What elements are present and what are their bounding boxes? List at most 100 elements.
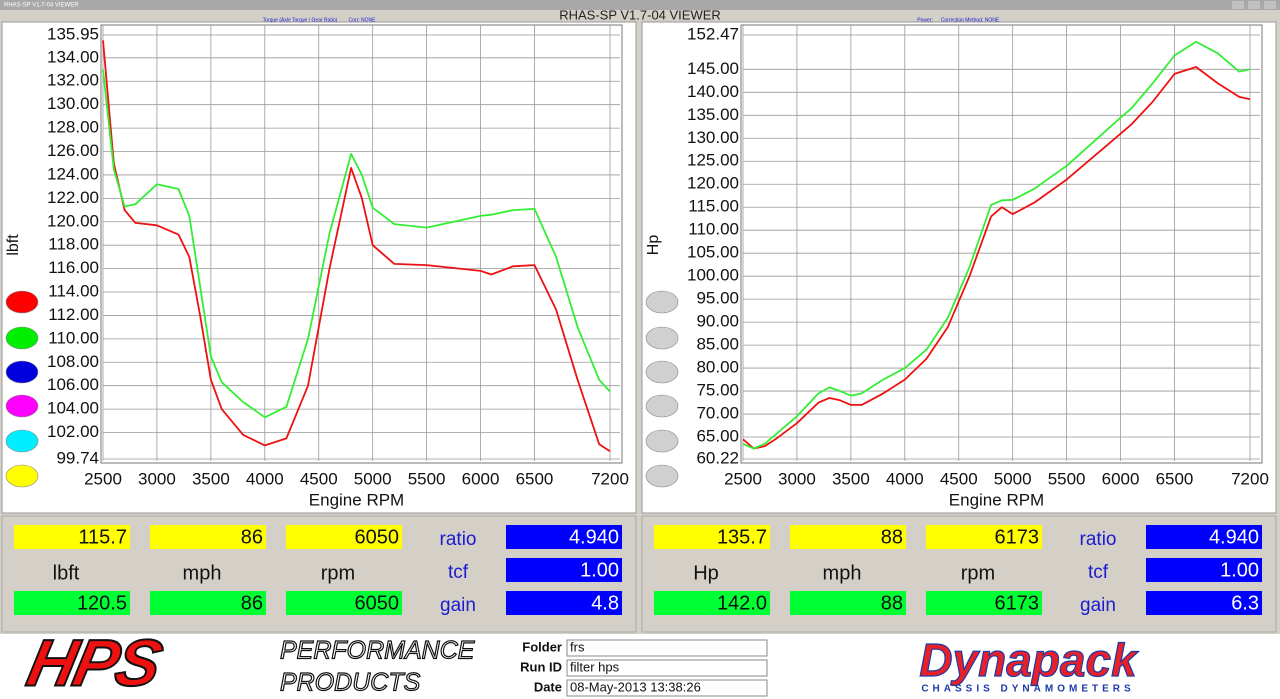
x-tick-label: 2500 xyxy=(724,469,762,488)
readout-box xyxy=(286,525,402,549)
readout-value: 86 xyxy=(241,592,263,614)
x-tick-label: 4500 xyxy=(300,469,338,488)
readout-box xyxy=(286,591,402,615)
minimize-button[interactable] xyxy=(1232,1,1244,9)
readout-value: 115.7 xyxy=(78,526,127,548)
param-box xyxy=(506,525,622,549)
readout-box xyxy=(14,525,130,549)
close-button[interactable] xyxy=(1264,1,1276,9)
legend-marker[interactable] xyxy=(645,360,679,384)
y-tick-label: 116.00 xyxy=(48,258,99,277)
y-tick-label: 110.00 xyxy=(688,220,739,239)
readout-box xyxy=(926,591,1042,615)
legend-marker[interactable] xyxy=(645,290,679,314)
legend-marker[interactable] xyxy=(5,360,39,384)
x-tick-label: 3500 xyxy=(832,469,870,488)
y-tick-label: 124.00 xyxy=(47,164,99,183)
legend-marker[interactable] xyxy=(5,464,39,488)
y-tick-label: 70.00 xyxy=(696,404,739,423)
readout-unit: rpm xyxy=(961,562,995,584)
legend-marker[interactable] xyxy=(5,290,39,314)
legend-marker[interactable] xyxy=(645,394,679,418)
legend-marker[interactable] xyxy=(5,429,39,453)
x-tick-label: 3000 xyxy=(778,469,816,488)
title-bar xyxy=(0,0,1280,10)
param-label: ratio xyxy=(1080,529,1117,550)
x-tick-label: 5500 xyxy=(1048,469,1086,488)
readout-value: 142.0 xyxy=(717,592,767,614)
readout-value: 86 xyxy=(241,526,263,548)
y-tick-label: 99.74 xyxy=(56,448,99,467)
data-line xyxy=(742,40,1251,450)
x-tick-label: 3500 xyxy=(192,469,230,488)
y-tick-label: 60.22 xyxy=(696,448,739,467)
x-axis-label: Engine RPM xyxy=(949,490,1044,509)
readout-unit: Hp xyxy=(693,562,719,584)
field-value: 08-May-2013 13:38:26 xyxy=(570,679,701,694)
readout-unit: mph xyxy=(823,562,862,584)
readout-value: 120.5 xyxy=(77,592,127,614)
legend-marker[interactable] xyxy=(645,429,679,453)
maximize-button[interactable] xyxy=(1248,1,1260,9)
param-label: ratio xyxy=(440,529,477,550)
data-line xyxy=(742,66,1251,450)
x-tick-label: 5000 xyxy=(354,469,392,488)
chart-note: Correction Method: NONE xyxy=(941,17,1000,23)
param-label: tcf xyxy=(448,562,469,583)
legend-marker[interactable] xyxy=(645,464,679,488)
field-value: filter hps xyxy=(570,659,620,674)
y-axis-label: Hp xyxy=(645,235,662,256)
plot-frame xyxy=(100,24,623,464)
param-label: tcf xyxy=(1088,562,1109,583)
field-box xyxy=(566,659,768,677)
readout-box xyxy=(14,591,130,615)
data-line xyxy=(102,40,611,453)
readout-box xyxy=(654,591,770,615)
param-value: 1.00 xyxy=(580,559,619,581)
y-tick-label: 135.00 xyxy=(687,105,739,124)
y-tick-label: 122.00 xyxy=(47,188,99,207)
field-value: frs xyxy=(570,639,585,654)
x-tick-label: 7200 xyxy=(591,469,629,488)
legend-marker[interactable] xyxy=(5,326,39,350)
data-line xyxy=(102,69,611,419)
x-tick-label: 6000 xyxy=(462,469,500,488)
app-heading: RHAS-SP V1.7-04 VIEWER xyxy=(559,7,721,22)
hps-logo: HPS xyxy=(21,627,168,699)
param-box xyxy=(506,558,622,582)
legend-marker[interactable] xyxy=(5,394,39,418)
y-tick-label: 75.00 xyxy=(696,381,739,400)
y-tick-label: 132.00 xyxy=(47,71,99,90)
y-tick-label: 114.00 xyxy=(48,282,99,301)
y-tick-label: 118.00 xyxy=(48,235,99,254)
param-box xyxy=(1146,525,1262,549)
x-tick-label: 4500 xyxy=(940,469,978,488)
field-label: Run ID xyxy=(520,659,562,674)
y-tick-label: 152.47 xyxy=(687,24,739,43)
y-tick-label: 120.00 xyxy=(47,211,99,230)
y-tick-label: 100.00 xyxy=(687,266,739,285)
readout-value: 88 xyxy=(881,592,903,614)
y-tick-label: 108.00 xyxy=(47,352,99,371)
y-axis-label: lbft xyxy=(5,234,22,256)
y-tick-label: 106.00 xyxy=(47,375,99,394)
dynapack-logo: Dynapack xyxy=(919,634,1139,686)
y-tick-label: 104.00 xyxy=(47,399,99,418)
readout-value: 6173 xyxy=(995,526,1040,548)
y-tick-label: 130.00 xyxy=(47,94,99,113)
legend-marker[interactable] xyxy=(645,326,679,350)
readout-value: 135.7 xyxy=(717,526,767,548)
chart-subtitle: Torque (Axle Torque / Gear Ratio) xyxy=(263,17,338,23)
x-tick-label: 6000 xyxy=(1102,469,1140,488)
param-box xyxy=(1146,591,1262,615)
readout-box xyxy=(790,591,906,615)
brand-text: PERFORMANCE xyxy=(280,637,475,665)
readout-value: 6050 xyxy=(355,526,400,548)
y-tick-label: 126.00 xyxy=(47,141,99,160)
y-tick-label: 115.00 xyxy=(688,197,739,216)
y-tick-label: 85.00 xyxy=(696,335,739,354)
x-tick-label: 6500 xyxy=(1156,469,1194,488)
y-tick-label: 95.00 xyxy=(696,289,739,308)
y-tick-label: 105.00 xyxy=(687,243,739,262)
readout-box xyxy=(150,591,266,615)
